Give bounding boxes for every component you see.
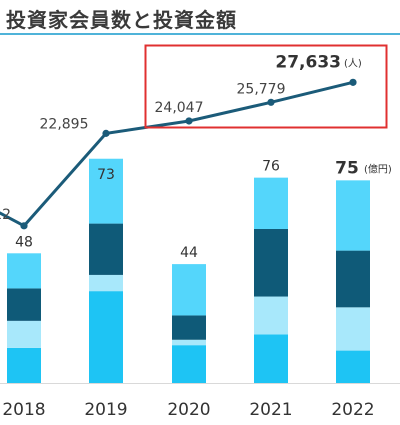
line-lead-segment xyxy=(0,211,25,228)
x-tick-label-2022: 2022 xyxy=(331,400,374,420)
title-underline xyxy=(0,33,400,35)
line-point-2022 xyxy=(349,78,357,86)
bar-total-label-2018: 48 xyxy=(15,234,33,250)
line-label-2022: 27,633 xyxy=(275,52,341,72)
x-tick-label-2020: 2020 xyxy=(167,400,210,420)
bar-2019-segment-4 xyxy=(89,158,123,224)
bar-2021-segment-2 xyxy=(254,296,288,335)
line-label-2018: 12 xyxy=(0,207,11,223)
bar-unit-label: (億円) xyxy=(364,162,392,175)
chart-title: 投資家会員数と投資金額 xyxy=(6,8,237,32)
highlight-box xyxy=(144,44,388,129)
x-tick-label-2021: 2021 xyxy=(249,400,292,420)
line-point-2021 xyxy=(267,98,275,106)
bar-total-label-2021: 76 xyxy=(262,159,280,175)
bar-2018-segment-4 xyxy=(7,253,41,289)
bar-2021-segment-3 xyxy=(254,228,288,297)
bar-2018-segment-1 xyxy=(7,347,41,383)
line-point-2018 xyxy=(20,222,28,230)
bar-2018-segment-2 xyxy=(7,320,41,348)
bar-2020-segment-3 xyxy=(172,315,206,340)
line-label-2020: 24,047 xyxy=(155,100,204,116)
line-point-2019 xyxy=(102,129,110,137)
bar-2019-segment-1 xyxy=(89,291,123,383)
bar-2022-segment-4 xyxy=(336,180,370,251)
bar-2022-segment-1 xyxy=(336,350,370,383)
bar-2020-segment-4 xyxy=(172,264,206,316)
bar-2019-segment-3 xyxy=(89,223,123,275)
bar-2022-segment-3 xyxy=(336,250,370,308)
bar-2021-segment-1 xyxy=(254,334,288,383)
bar-total-label-2019: 73 xyxy=(97,167,115,183)
line-label-2019: 22,895 xyxy=(40,116,89,132)
bar-total-label-2022: 75 xyxy=(335,158,359,178)
bar-2022-segment-2 xyxy=(336,307,370,351)
line-label-2021: 25,779 xyxy=(237,81,286,97)
line-point-2020 xyxy=(185,117,193,125)
bar-2019-segment-2 xyxy=(89,274,123,292)
x-tick-label-2018: 2018 xyxy=(2,400,45,420)
x-tick-label-2019: 2019 xyxy=(84,400,127,420)
bar-2021-segment-4 xyxy=(254,177,288,229)
bar-total-label-2020: 44 xyxy=(180,245,198,261)
bar-2018-segment-3 xyxy=(7,288,41,321)
bar-2020-segment-2 xyxy=(172,339,206,346)
bar-2020-segment-1 xyxy=(172,345,206,383)
line-unit-label: (人) xyxy=(344,57,362,69)
